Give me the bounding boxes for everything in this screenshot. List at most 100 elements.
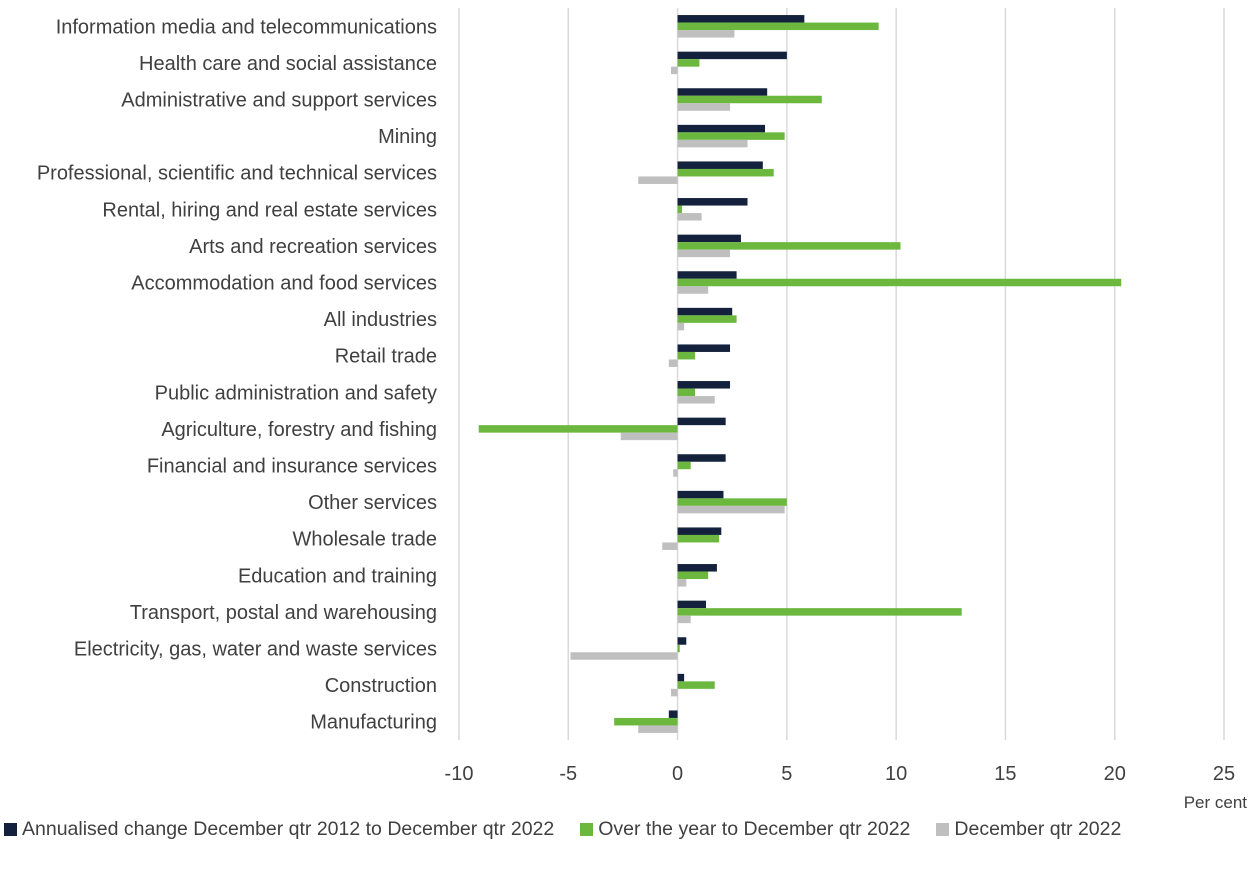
bar-series-1-cat-19 (614, 717, 678, 726)
bar-series-2-cat-3 (677, 139, 748, 148)
bar-series-2-cat-13 (677, 505, 785, 514)
x-axis-tick-labels: -10 -5 0 5 10 15 20 25 (445, 763, 1236, 785)
bar-series-2-cat-10 (677, 396, 715, 404)
bar-series-2-cat-7 (677, 286, 709, 294)
x-tick-label-1: -5 (559, 763, 577, 785)
x-tick-label-3: 5 (781, 763, 792, 785)
bar-series-1-cat-6 (677, 242, 901, 250)
bar-series-2-cat-17 (570, 652, 678, 660)
bar-series-1-cat-5 (677, 205, 682, 214)
x-tick-label-6: 20 (1104, 763, 1126, 785)
bar-series-2-cat-15 (677, 579, 687, 587)
bar-series-0-cat-14 (677, 527, 722, 535)
bar-series-1-cat-12 (677, 461, 691, 470)
category-label-12: Financial and insurance services (147, 456, 437, 478)
x-tick-label-5: 15 (994, 763, 1016, 785)
category-label-14: Wholesale trade (292, 529, 437, 551)
legend-swatch-annualised (4, 823, 17, 836)
bar-series-1-cat-17 (677, 644, 680, 653)
legend-item-over-the-year: Over the year to December qtr 2022 (580, 818, 910, 841)
category-label-9: Retail trade (335, 346, 437, 368)
category-label-13: Other services (308, 492, 437, 514)
bar-series-1-cat-3 (677, 132, 785, 140)
bar-series-1-cat-9 (677, 351, 696, 360)
bar-series-1-cat-0 (677, 22, 879, 31)
bar-series-2-cat-9 (668, 359, 678, 367)
category-label-18: Construction (325, 675, 437, 697)
bar-series-0-cat-15 (677, 564, 717, 572)
legend-item-annualised: Annualised change December qtr 2012 to D… (4, 818, 554, 841)
bar-series-2-cat-16 (677, 615, 691, 624)
legend-label-december-qtr: December qtr 2022 (954, 818, 1122, 840)
x-tick-label-0: -10 (445, 763, 474, 785)
bar-series-2-cat-19 (638, 725, 678, 733)
x-tick-label-2: 0 (672, 763, 683, 785)
bar-series-0-cat-13 (677, 490, 724, 499)
category-label-1: Health care and social assistance (139, 53, 437, 75)
bar-series-0-cat-18 (677, 673, 685, 682)
category-label-7: Accommodation and food services (131, 273, 437, 295)
bar-series-2-cat-5 (677, 213, 702, 221)
bar-series-1-cat-1 (677, 59, 700, 67)
bar-series-2-cat-0 (677, 30, 735, 38)
bar-series-0-cat-8 (677, 307, 733, 316)
bar-series-1-cat-8 (677, 315, 737, 323)
bar-series-0-cat-17 (677, 637, 687, 645)
category-label-0: Information media and telecommunications (56, 16, 437, 38)
gridlines (458, 8, 1225, 740)
bar-series-0-cat-11 (677, 417, 726, 426)
category-label-4: Professional, scientific and technical s… (37, 163, 437, 185)
bar-series-2-cat-4 (638, 176, 678, 184)
bar-series-0-cat-5 (677, 198, 748, 206)
bar-series-0-cat-2 (677, 88, 768, 96)
legend-swatch-over-the-year (580, 823, 594, 836)
bar-series-0-cat-10 (677, 381, 731, 389)
bar-series-1-cat-13 (677, 498, 787, 506)
category-label-3: Mining (378, 126, 437, 148)
legend-label-annualised: Annualised change December qtr 2012 to D… (22, 818, 555, 840)
bar-series-0-cat-9 (677, 344, 731, 352)
bar-series-0-cat-1 (677, 51, 787, 60)
bar-series-1-cat-14 (677, 534, 720, 543)
x-axis-unit-label: Per cent (1184, 793, 1248, 810)
chart-legend: Annualised change December qtr 2012 to D… (4, 818, 1121, 841)
bar-series-0-cat-7 (677, 271, 737, 279)
category-label-11: Agriculture, forestry and fishing (161, 419, 437, 441)
bar-series-0-cat-0 (677, 15, 805, 23)
category-labels: Information media and telecommunications… (37, 16, 437, 733)
x-tick-label-4: 10 (885, 763, 907, 785)
bar-series-1-cat-10 (677, 388, 696, 397)
bar-series-2-cat-11 (620, 432, 678, 441)
bar-series-2-cat-18 (671, 688, 678, 697)
bar-series-2-cat-12 (673, 469, 678, 477)
bar-series-2-cat-6 (677, 249, 731, 258)
bar-series-1-cat-7 (677, 278, 1122, 287)
bar-series-2-cat-1 (671, 66, 678, 75)
category-label-5: Rental, hiring and real estate services (102, 199, 437, 221)
bar-series-2-cat-8 (677, 322, 685, 331)
category-label-2: Administrative and support services (121, 90, 437, 112)
bar-series-1-cat-18 (677, 681, 715, 689)
bar-series-2-cat-2 (677, 103, 731, 111)
category-label-15: Education and training (238, 565, 437, 587)
bar-series-0-cat-16 (677, 600, 706, 609)
bar-chart-plot: Information media and telecommunications… (37, 8, 1248, 812)
bar-series-1-cat-2 (677, 95, 822, 104)
bar-series-1-cat-15 (677, 571, 709, 580)
bar-series-1-cat-11 (478, 425, 678, 433)
legend-swatch-december-qtr (936, 823, 950, 836)
bar-series-1-cat-4 (677, 168, 774, 177)
x-tick-label-7: 25 (1213, 763, 1235, 785)
bar-series-0-cat-12 (677, 454, 726, 462)
bar-series-0-cat-19 (668, 710, 678, 718)
category-label-19: Manufacturing (310, 712, 437, 734)
legend-item-december-qtr: December qtr 2022 (936, 818, 1121, 841)
bar-series-2-cat-14 (662, 542, 678, 550)
category-label-6: Arts and recreation services (189, 236, 437, 258)
bars (478, 15, 1122, 733)
category-label-17: Electricity, gas, water and waste servic… (74, 639, 437, 661)
bar-series-0-cat-3 (677, 124, 765, 133)
bar-series-0-cat-6 (677, 234, 741, 243)
category-label-10: Public administration and safety (155, 382, 437, 404)
